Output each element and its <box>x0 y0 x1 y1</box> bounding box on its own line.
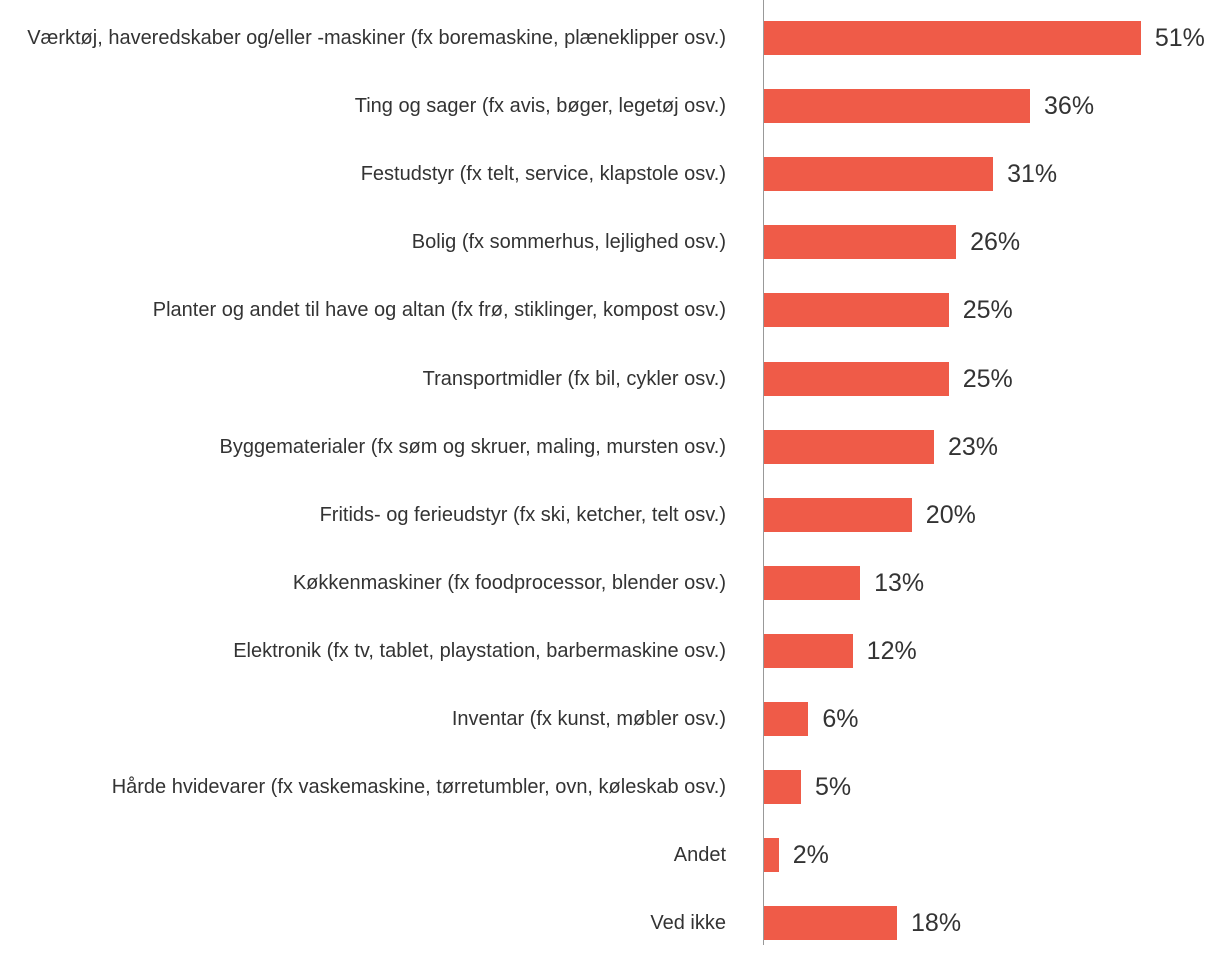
category-label: Byggematerialer (fx søm og skruer, malin… <box>0 413 726 481</box>
category-label: Festudstyr (fx telt, service, klapstole … <box>0 140 726 208</box>
category-text: Hårde hvidevarer (fx vaskemaskine, tørre… <box>111 776 726 799</box>
category-text: Festudstyr (fx telt, service, klapstole … <box>360 163 726 186</box>
category-text: Ting og sager (fx avis, bøger, legetøj o… <box>354 95 726 118</box>
category-label: Planter og andet til have og altan (fx f… <box>0 276 726 344</box>
value-label: 31% <box>1007 160 1058 189</box>
category-label: Hårde hvidevarer (fx vaskemaskine, tørre… <box>0 753 726 821</box>
value-label: 25% <box>962 296 1013 325</box>
bar <box>764 702 809 737</box>
bar <box>764 633 853 668</box>
category-text: Fritids- og ferieudstyr (fx ski, ketcher… <box>319 503 726 526</box>
bar <box>764 21 1141 56</box>
value-label: 36% <box>1044 92 1095 121</box>
category-label: Inventar (fx kunst, møbler osv.) <box>0 685 726 753</box>
value-label: 2% <box>792 841 829 870</box>
value-label: 18% <box>911 909 962 938</box>
category-label: Køkkenmaskiner (fx foodprocessor, blende… <box>0 549 726 617</box>
bar <box>764 906 898 941</box>
category-label: Værktøj, haveredskaber og/eller -maskine… <box>0 4 726 72</box>
bar <box>764 225 957 260</box>
category-text: Køkkenmaskiner (fx foodprocessor, blende… <box>292 571 726 594</box>
category-label: Ved ikke <box>0 889 726 957</box>
bar <box>764 361 949 396</box>
value-label: 51% <box>1154 24 1205 53</box>
category-text: Transportmidler (fx bil, cykler osv.) <box>422 367 726 390</box>
value-label: 12% <box>866 636 917 665</box>
category-label: Andet <box>0 821 726 889</box>
category-text: Inventar (fx kunst, møbler osv.) <box>451 708 726 731</box>
value-label: 6% <box>822 705 859 734</box>
value-label: 26% <box>970 228 1021 257</box>
bar <box>764 565 861 600</box>
value-label: 20% <box>925 500 976 529</box>
category-text: Elektronik (fx tv, tablet, playstation, … <box>233 639 726 662</box>
category-label: Elektronik (fx tv, tablet, playstation, … <box>0 617 726 685</box>
value-label: 25% <box>962 364 1013 393</box>
category-text: Bolig (fx sommerhus, lejlighed osv.) <box>411 231 726 254</box>
category-text: Værktøj, haveredskaber og/eller -maskine… <box>27 27 726 50</box>
category-text: Ved ikke <box>650 912 726 935</box>
category-text: Planter og andet til have og altan (fx f… <box>152 299 726 322</box>
category-label: Ting og sager (fx avis, bøger, legetøj o… <box>0 72 726 140</box>
bar <box>764 157 994 192</box>
bar <box>764 89 1031 124</box>
value-label: 13% <box>874 568 925 597</box>
bar <box>764 429 934 464</box>
category-text: Byggematerialer (fx søm og skruer, malin… <box>219 435 726 458</box>
category-label: Bolig (fx sommerhus, lejlighed osv.) <box>0 208 726 276</box>
category-label: Transportmidler (fx bil, cykler osv.) <box>0 345 726 413</box>
value-label: 5% <box>814 773 852 802</box>
bar <box>764 838 779 873</box>
axis-line <box>763 0 764 945</box>
value-label: 23% <box>947 432 999 461</box>
category-label: Fritids- og ferieudstyr (fx ski, ketcher… <box>0 481 726 549</box>
category-text: Andet <box>673 844 726 867</box>
bar <box>764 770 801 805</box>
bar <box>764 293 949 328</box>
bar <box>764 497 912 532</box>
